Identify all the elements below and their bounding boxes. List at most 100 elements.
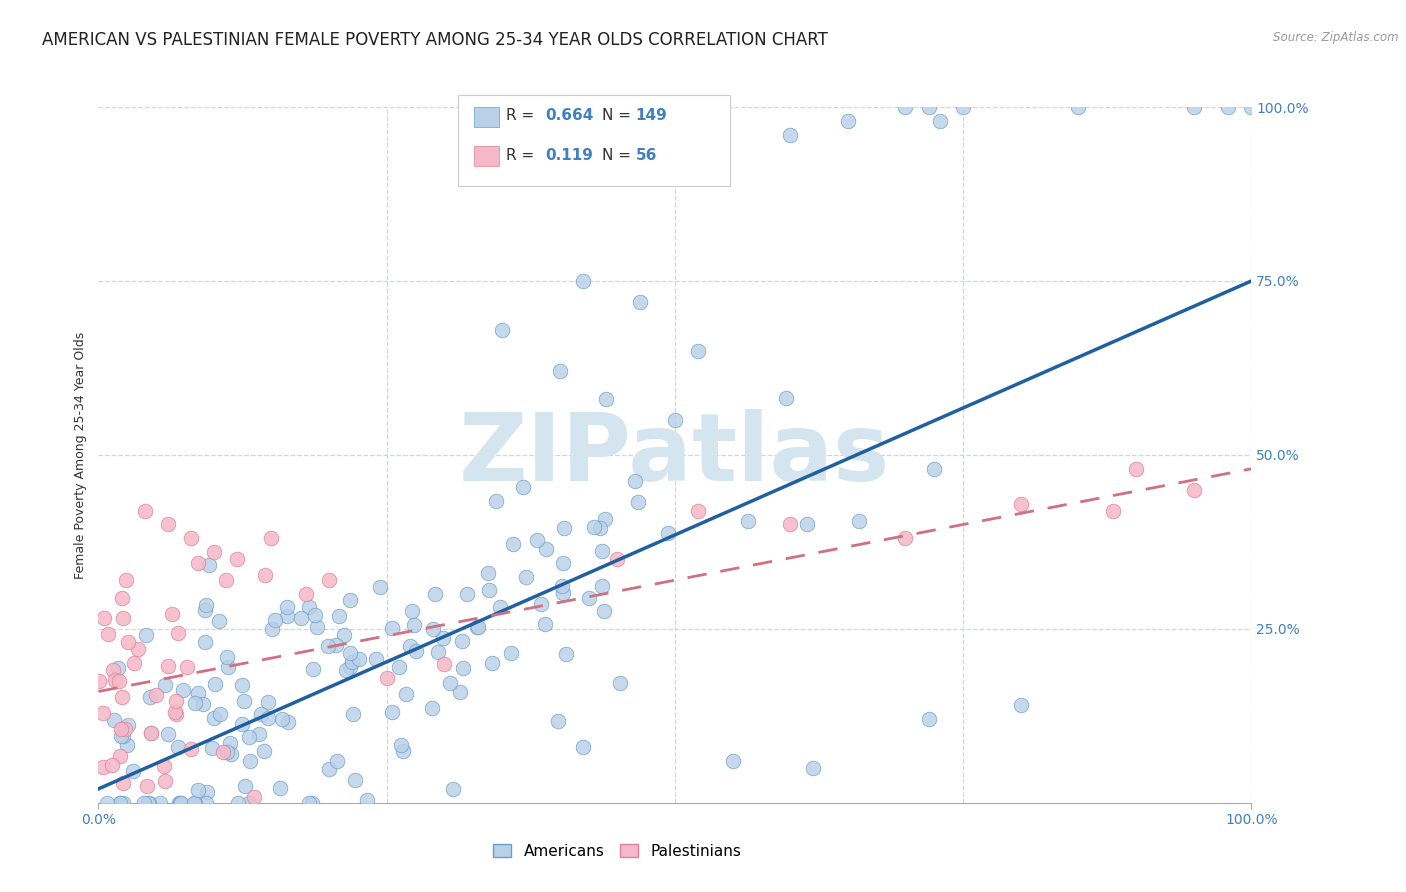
Point <box>253 743 276 757</box>
Point <box>183 796 205 810</box>
Point <box>318 762 340 776</box>
Point <box>209 706 232 721</box>
Text: ZIPatlas: ZIPatlas <box>460 409 890 501</box>
Point <box>491 323 513 337</box>
Point <box>481 656 503 670</box>
Point <box>247 727 270 741</box>
Point <box>439 676 461 690</box>
Point <box>534 616 557 631</box>
Point <box>392 744 415 758</box>
Point <box>326 754 349 768</box>
Y-axis label: Female Poverty Among 25-34 Year Olds: Female Poverty Among 25-34 Year Olds <box>75 331 87 579</box>
Point <box>425 587 447 601</box>
Point <box>242 790 264 805</box>
Point <box>1102 503 1125 517</box>
Point <box>1182 483 1205 497</box>
Point <box>477 566 499 580</box>
Point <box>301 796 323 810</box>
Point <box>276 608 298 623</box>
Point <box>112 611 135 625</box>
Point <box>141 726 163 740</box>
Point <box>231 678 253 692</box>
Point <box>180 532 202 546</box>
Point <box>225 552 247 566</box>
Point <box>686 503 709 517</box>
Point <box>172 682 194 697</box>
Point <box>157 658 180 673</box>
Point <box>195 796 218 810</box>
Point <box>231 717 253 731</box>
Point <box>499 647 522 661</box>
Point <box>325 638 347 652</box>
Text: 0.119: 0.119 <box>546 148 593 162</box>
Point <box>356 793 378 807</box>
Point <box>117 718 139 732</box>
Point <box>215 745 238 759</box>
Point <box>721 754 744 768</box>
Point <box>217 650 239 665</box>
Point <box>388 660 411 674</box>
Point <box>426 645 449 659</box>
Point <box>122 657 145 671</box>
Point <box>202 545 225 559</box>
Point <box>553 556 575 570</box>
Point <box>253 568 276 582</box>
Point <box>624 474 647 488</box>
Point <box>924 462 946 476</box>
Point <box>108 796 131 810</box>
Point <box>917 100 939 114</box>
Point <box>593 512 616 526</box>
Point <box>467 620 489 634</box>
Point <box>276 599 298 614</box>
Point <box>779 517 801 532</box>
Point <box>134 503 156 517</box>
Point <box>239 754 262 768</box>
Point <box>115 573 138 587</box>
Point <box>212 745 235 759</box>
Point <box>145 688 167 702</box>
Point <box>226 796 249 810</box>
Point <box>134 796 156 810</box>
Point <box>489 600 512 615</box>
Point <box>110 729 132 743</box>
Point <box>298 599 321 614</box>
Point <box>456 587 478 601</box>
Point <box>343 772 366 787</box>
Point <box>609 676 631 690</box>
Point <box>108 673 131 688</box>
Point <box>117 635 139 649</box>
Point <box>952 100 974 114</box>
Point <box>627 495 650 509</box>
Point <box>91 760 114 774</box>
Point <box>165 706 187 720</box>
Point <box>451 661 474 675</box>
Text: R =: R = <box>506 109 534 123</box>
Point <box>368 580 391 594</box>
Point <box>551 585 574 599</box>
Point <box>250 706 273 721</box>
Point <box>530 597 553 611</box>
Point <box>318 573 340 587</box>
Point <box>555 647 578 661</box>
Point <box>238 731 260 745</box>
Point <box>187 783 209 797</box>
Point <box>1067 100 1090 114</box>
Point <box>333 628 356 642</box>
Point <box>260 532 283 546</box>
Point <box>114 723 136 737</box>
Point <box>101 758 124 772</box>
Point <box>160 607 183 622</box>
Point <box>191 697 214 711</box>
Point <box>156 726 179 740</box>
Point <box>135 628 157 642</box>
Point <box>405 644 427 658</box>
Point <box>307 620 329 634</box>
Point <box>108 796 131 810</box>
Point <box>186 557 208 571</box>
Point <box>398 639 420 653</box>
Point <box>553 521 575 535</box>
Point <box>269 780 291 795</box>
Point <box>156 517 179 532</box>
Point <box>929 114 952 128</box>
Point <box>200 741 222 756</box>
